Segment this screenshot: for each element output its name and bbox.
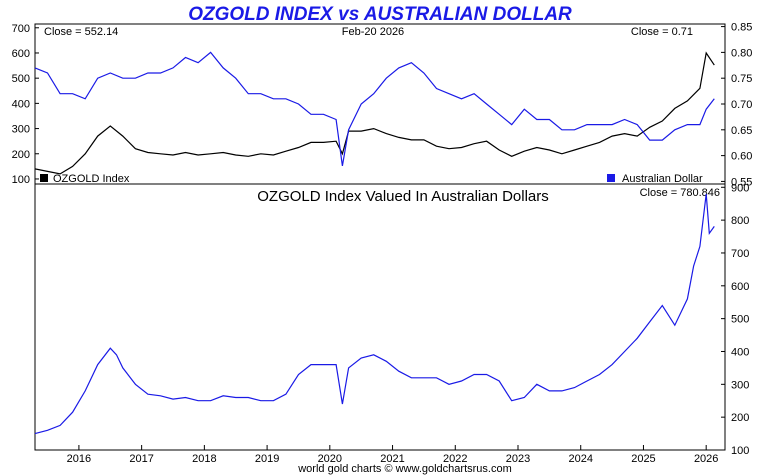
bottom-tick-label: 900 <box>731 182 749 194</box>
x-tick-label: 2018 <box>192 453 216 465</box>
x-tick-label: 2026 <box>694 453 718 465</box>
bottom-y-axis: 900 800 700 600 500 400 300 200 100 <box>721 182 749 457</box>
x-tick-label: 2019 <box>255 453 279 465</box>
footer-credit: world gold charts © www.goldchartsrus.co… <box>297 463 512 475</box>
bottom-panel-frame <box>34 183 726 451</box>
x-tick-label: 2020 <box>318 453 342 465</box>
bottom-panel-title: OZGOLD Index Valued In Australian Dollar… <box>257 188 549 205</box>
top-series-group <box>34 51 715 175</box>
series-line-ozgold <box>34 51 715 175</box>
top-right-tick-label: 0.80 <box>731 47 752 59</box>
legend-gold-label: OZGOLD Index <box>53 173 130 185</box>
top-right-tick-label: 0.55 <box>731 176 752 188</box>
top-right-tick-label: 0.75 <box>731 73 752 85</box>
bottom-tick-label: 200 <box>731 412 749 424</box>
top-close-right: Close = 0.71 <box>631 26 693 38</box>
x-tick-label: 2017 <box>129 453 153 465</box>
x-tick-label: 2016 <box>67 453 91 465</box>
top-left-tick-label: 500 <box>12 73 30 85</box>
top-right-tick-label: 0.85 <box>731 22 752 34</box>
top-left-axis: 700 600 500 400 300 200 100 <box>12 23 39 186</box>
chart-title: OZGOLD INDEX vs AUSTRALIAN DOLLAR <box>188 4 572 25</box>
bottom-tick-label: 600 <box>731 281 749 293</box>
legend-aud-swatch <box>607 174 615 182</box>
top-left-tick-label: 200 <box>12 149 30 161</box>
top-date-label: Feb-20 2026 <box>342 26 404 38</box>
legend-aud-label: Australian Dollar <box>622 173 703 185</box>
bottom-tick-label: 500 <box>731 314 749 326</box>
bottom-tick-label: 100 <box>731 445 749 457</box>
x-tick-label: 2022 <box>443 453 467 465</box>
x-tick-label: 2024 <box>568 453 592 465</box>
top-right-axis: 0.85 0.80 0.75 0.70 0.65 0.60 0.55 <box>721 22 752 188</box>
top-left-tick-label: 100 <box>12 174 30 186</box>
top-right-tick-label: 0.70 <box>731 99 752 111</box>
legend-gold-swatch <box>40 174 48 182</box>
top-panel-frame <box>34 23 726 185</box>
x-tick-label: 2023 <box>506 453 530 465</box>
top-close-left: Close = 552.14 <box>44 26 118 38</box>
top-left-tick-label: 600 <box>12 48 30 60</box>
top-right-tick-label: 0.60 <box>731 151 752 163</box>
top-left-tick-label: 400 <box>12 98 30 110</box>
series-line-aud <box>34 51 715 167</box>
bottom-tick-label: 800 <box>731 215 749 227</box>
bottom-close-label: Close = 780.846 <box>640 187 720 199</box>
x-axis: 2016 2017 2018 2019 2020 2021 2022 2023 2024 2025… <box>67 445 718 465</box>
bottom-series-group <box>34 193 715 435</box>
top-left-tick-label: 300 <box>12 124 30 136</box>
bottom-tick-label: 700 <box>731 248 749 260</box>
top-left-tick-label: 700 <box>12 23 30 35</box>
bottom-tick-label: 300 <box>731 379 749 391</box>
series-line-ozgold-aud <box>34 193 715 435</box>
x-tick-label: 2025 <box>631 453 655 465</box>
x-tick-label: 2021 <box>380 453 404 465</box>
top-right-tick-label: 0.65 <box>731 125 752 137</box>
bottom-tick-label: 400 <box>731 346 749 358</box>
